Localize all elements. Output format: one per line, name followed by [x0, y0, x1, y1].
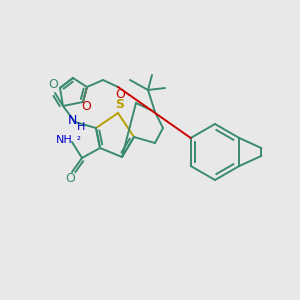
Text: O: O: [65, 172, 75, 185]
Text: H: H: [77, 122, 85, 132]
Text: O: O: [81, 100, 91, 113]
Text: O: O: [48, 79, 58, 92]
Text: NH: NH: [56, 135, 72, 145]
Text: N: N: [67, 113, 77, 127]
Text: S: S: [116, 98, 124, 110]
Text: O: O: [115, 88, 125, 100]
Text: ₂: ₂: [77, 132, 81, 142]
